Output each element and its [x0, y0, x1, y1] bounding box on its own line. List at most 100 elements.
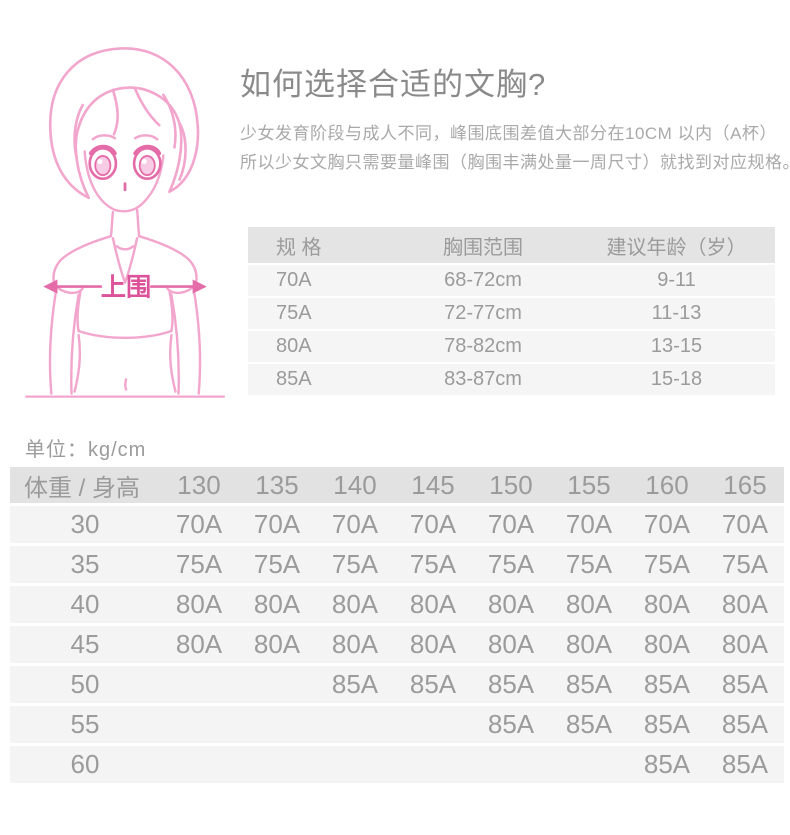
weight-header: 55 [10, 706, 160, 743]
matrix-row: 35 75A 75A 75A 75A 75A 75A 75A 75A [10, 546, 784, 583]
size-cell [394, 746, 472, 783]
size-cell: 70A [472, 506, 550, 543]
size-cell [472, 746, 550, 783]
size-cell: 70A [316, 506, 394, 543]
spec-header-size: 规 格 [248, 227, 388, 263]
size-cell: 85A [550, 666, 628, 703]
size-cell: 80A [706, 626, 784, 663]
spec-cell: 80A [248, 331, 388, 362]
unit-label: 单位：kg/cm [25, 439, 147, 461]
size-cell: 80A [706, 586, 784, 623]
spec-cell: 75A [248, 298, 388, 329]
height-header: 135 [238, 467, 316, 503]
size-cell: 80A [160, 626, 238, 663]
hair [49, 47, 200, 200]
intro-description: 少女发育阶段与成人不同，峰围底围差值大部分在10CM 以内（A杯） 所以少女文胸… [240, 119, 790, 177]
size-cell: 75A [550, 546, 628, 583]
spec-cell: 9-11 [578, 265, 775, 296]
intro-description-line2: 所以少女文胸只需要量峰围（胸围丰满处量一周尺寸）就找到对应规格。 [240, 153, 790, 173]
spec-cell: 72-77cm [388, 298, 578, 329]
height-header: 140 [316, 467, 394, 503]
face [83, 134, 165, 213]
height-header: 155 [550, 467, 628, 503]
size-cell: 80A [550, 626, 628, 663]
size-cell: 70A [394, 506, 472, 543]
size-cell: 75A [394, 546, 472, 583]
height-header: 150 [472, 467, 550, 503]
size-cell [316, 706, 394, 743]
spec-cell: 78-82cm [388, 331, 578, 362]
matrix-row: 50 85A 85A 85A 85A 85A 85A [10, 666, 784, 703]
size-cell [238, 666, 316, 703]
weight-header: 60 [10, 746, 160, 783]
size-cell: 80A [472, 586, 550, 623]
matrix-row: 55 85A 85A 85A 85A [10, 706, 784, 743]
size-cell: 80A [472, 626, 550, 663]
spec-cell: 68-72cm [388, 265, 578, 296]
size-cell: 80A [316, 586, 394, 623]
size-cell: 70A [238, 506, 316, 543]
size-cell: 80A [628, 586, 706, 623]
weight-header: 50 [10, 666, 160, 703]
size-cell: 80A [238, 586, 316, 623]
size-cell [160, 746, 238, 783]
size-cell: 75A [472, 546, 550, 583]
spec-header-bust-range: 胸围范围 [388, 227, 578, 263]
size-cell: 85A [706, 666, 784, 703]
size-cell: 85A [628, 746, 706, 783]
spec-cell: 11-13 [578, 298, 775, 329]
size-cell [394, 706, 472, 743]
intro-section: 如何选择合适的文胸? 少女发育阶段与成人不同，峰围底围差值大部分在10CM 以内… [240, 66, 790, 177]
eyes [88, 144, 162, 180]
spec-cell: 15-18 [578, 364, 775, 395]
weight-header: 35 [10, 546, 160, 583]
matrix-row: 40 80A 80A 80A 80A 80A 80A 80A 80A [10, 586, 784, 623]
height-header: 160 [628, 467, 706, 503]
weight-height-table: 体重 / 身高 130 135 140 145 150 155 160 165 … [10, 464, 784, 786]
bust-label: 上围 [101, 274, 151, 302]
size-cell: 70A [160, 506, 238, 543]
weight-header: 45 [10, 626, 160, 663]
size-cell: 85A [706, 746, 784, 783]
spec-row: 70A 68-72cm 9-11 [248, 265, 775, 296]
weight-header: 30 [10, 506, 160, 543]
page-title: 如何选择合适的文胸? [240, 67, 547, 102]
size-cell: 85A [550, 706, 628, 743]
spec-cell: 70A [248, 265, 388, 296]
size-cell: 75A [316, 546, 394, 583]
spec-row: 80A 78-82cm 13-15 [248, 331, 775, 362]
matrix-corner-header: 体重 / 身高 [10, 467, 160, 503]
size-cell: 75A [160, 546, 238, 583]
spec-cell: 85A [248, 364, 388, 395]
size-cell: 80A [160, 586, 238, 623]
size-cell: 80A [238, 626, 316, 663]
intro-description-line1: 少女发育阶段与成人不同，峰围底围差值大部分在10CM 以内（A杯） [240, 124, 777, 144]
spec-header-row: 规 格 胸围范围 建议年龄（岁） [248, 227, 775, 263]
size-cell: 75A [238, 546, 316, 583]
size-cell: 70A [706, 506, 784, 543]
size-cell: 85A [628, 666, 706, 703]
spec-table: 规 格 胸围范围 建议年龄（岁） 70A 68-72cm 9-11 75A 72… [248, 225, 775, 397]
height-header: 165 [706, 467, 784, 503]
size-cell: 80A [550, 586, 628, 623]
height-header: 130 [160, 467, 238, 503]
size-cell: 85A [706, 706, 784, 743]
weight-header: 40 [10, 586, 160, 623]
size-cell [160, 666, 238, 703]
size-cell [160, 706, 238, 743]
size-cell: 70A [550, 506, 628, 543]
spec-header-age: 建议年龄（岁） [578, 227, 775, 263]
size-cell: 80A [316, 626, 394, 663]
size-cell [238, 706, 316, 743]
size-cell: 85A [394, 666, 472, 703]
size-cell: 85A [472, 666, 550, 703]
size-cell: 80A [394, 626, 472, 663]
girl-illustration: 上围 [25, 47, 226, 398]
size-cell [550, 746, 628, 783]
matrix-row: 30 70A 70A 70A 70A 70A 70A 70A 70A [10, 506, 784, 543]
size-cell: 85A [316, 666, 394, 703]
size-cell: 75A [628, 546, 706, 583]
size-cell: 75A [706, 546, 784, 583]
size-cell [238, 746, 316, 783]
